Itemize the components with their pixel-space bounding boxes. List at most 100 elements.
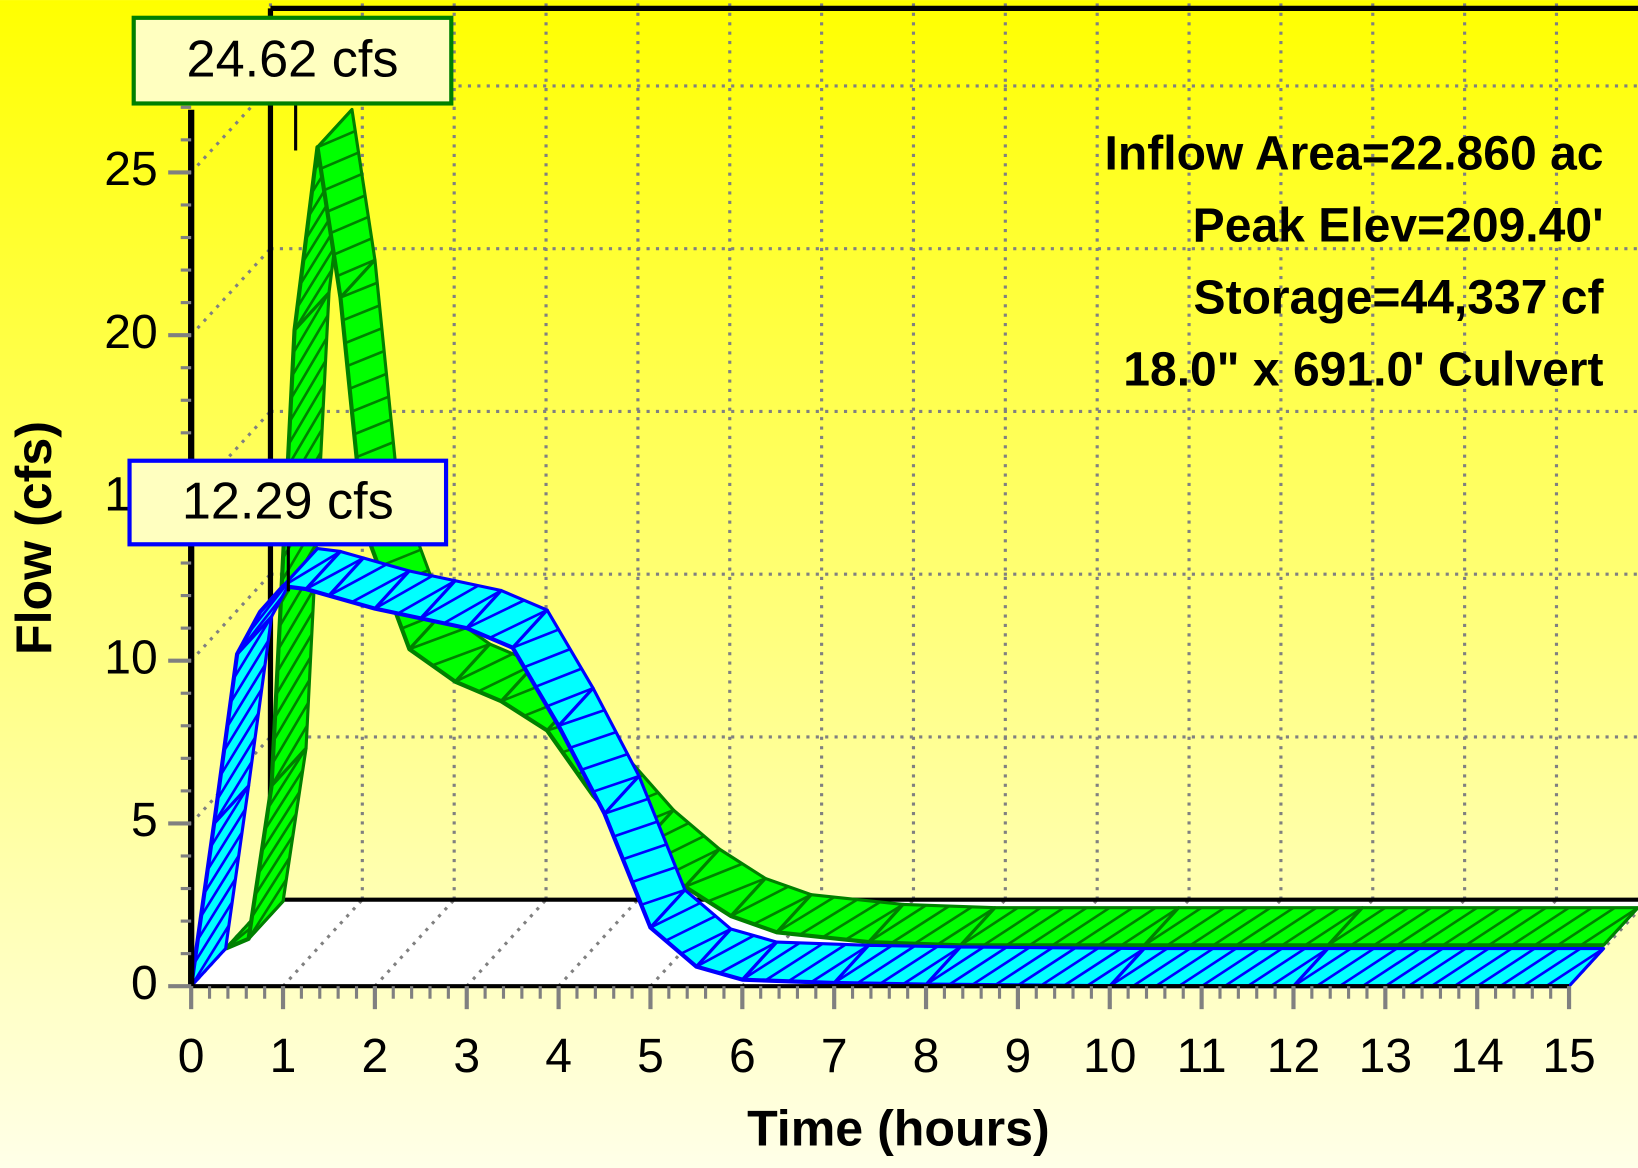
ribbon-hatch [1533, 906, 1593, 947]
ribbon-hatch [282, 550, 342, 588]
ribbon-hatch [546, 686, 594, 708]
ribbon-hatch [219, 712, 260, 776]
ribbon-hatch [213, 760, 254, 825]
x-tick-label: 12 [1267, 1030, 1320, 1083]
info-text: Storage=44,337 cf [1194, 272, 1605, 325]
grid-line [373, 898, 456, 988]
y-tick-label: 10 [104, 631, 157, 684]
grid-line [557, 898, 640, 988]
ribbon-hatch [257, 813, 298, 874]
ribbon-hatch [1235, 906, 1295, 947]
ribbon-hatch [741, 941, 801, 981]
ribbon-hatch [454, 652, 514, 683]
x-tick-label: 6 [729, 1030, 756, 1083]
ribbon-hatch [326, 194, 366, 213]
ribbon-hatch [845, 903, 904, 941]
info-text: Peak Elev=209.40' [1193, 200, 1604, 253]
x-tick-label: 4 [545, 1030, 572, 1083]
ribbon-hatch [342, 304, 381, 322]
ribbon-hatch [351, 569, 410, 604]
ribbon-hatch [1223, 947, 1283, 988]
ribbon-hatch [1109, 947, 1168, 988]
ribbon-hatch [718, 940, 778, 975]
ribbon-hatch [272, 679, 311, 741]
info-text: 18.0" x 691.0' Culvert [1123, 344, 1603, 397]
ribbon-hatch [273, 656, 312, 719]
ribbon-hatch [443, 589, 502, 625]
ribbon-hatch [1304, 906, 1364, 947]
ribbon-hatch [1419, 906, 1478, 947]
ribbon-hatch [431, 642, 491, 667]
ribbon-hatch [613, 820, 658, 838]
grid-line [281, 898, 364, 988]
ribbon-hatch [286, 405, 325, 468]
ribbon-hatch [890, 904, 950, 944]
ribbon-hatch [1143, 906, 1203, 947]
ribbon-hatch [1407, 947, 1467, 988]
x-tick-label: 7 [821, 1030, 848, 1083]
annotation-text: 24.62 cfs [187, 31, 399, 89]
ribbon-hatch [1292, 947, 1352, 988]
x-tick-label: 9 [1005, 1030, 1032, 1083]
grid-line [465, 898, 548, 988]
ribbon-hatch [684, 862, 743, 888]
ribbon-hatch [196, 878, 237, 941]
ribbon-hatch [229, 640, 270, 704]
ribbon-hatch [1373, 906, 1433, 947]
series-line [224, 145, 1604, 951]
ribbon-hatch [1177, 947, 1237, 988]
ribbon-hatch [1338, 947, 1398, 988]
ribbon-hatch [489, 608, 548, 640]
ribbon-hatch [1487, 906, 1547, 947]
ribbon-hatch [296, 246, 336, 308]
ribbon-hatch [776, 896, 835, 934]
ribbon-hatch [1189, 906, 1249, 947]
ribbon-hatch [203, 831, 244, 894]
y-axis-title: Flow (cfs) [6, 421, 62, 655]
ribbon-hatch [1327, 906, 1387, 947]
ribbon-hatch [353, 418, 392, 436]
ribbon-hatch [604, 797, 649, 815]
ribbon-hatch [764, 942, 824, 982]
ribbon-hatch [1430, 947, 1490, 988]
ribbon-hatch [254, 834, 295, 896]
ribbon-hatch [328, 563, 388, 597]
ribbon-hatch [902, 945, 962, 986]
ribbon-hatch [1384, 947, 1444, 988]
ribbon-hatch [330, 215, 369, 235]
ribbon-hatch [1556, 906, 1616, 947]
ribbon-hatch [799, 898, 858, 936]
ribbon-hatch [408, 626, 468, 651]
ribbon-hatch [1051, 906, 1111, 947]
ribbon-hatch [523, 647, 571, 669]
ribbon-hatch [351, 395, 390, 413]
ribbon-hatch [271, 701, 310, 764]
ribbon-hatch [305, 556, 365, 591]
ribbon-hatch [346, 349, 385, 368]
ribbon-hatch [1166, 906, 1226, 947]
x-tick-label: 1 [270, 1030, 297, 1083]
ribbon-hatch [1545, 947, 1605, 988]
ribbon-hatch [1017, 946, 1077, 987]
ribbon-hatch [349, 372, 387, 390]
x-tick-label: 15 [1542, 1030, 1595, 1083]
ribbon-hatch [1465, 906, 1524, 947]
x-tick-label: 13 [1359, 1030, 1412, 1083]
grid-line [190, 247, 272, 337]
ribbon-hatch [753, 893, 812, 926]
ribbon-hatch [466, 599, 525, 630]
ribbon-hatch [276, 610, 315, 673]
x-tick-label: 3 [453, 1030, 480, 1083]
ribbon-hatch [1028, 906, 1088, 947]
x-axis-title: Time (hours) [747, 1101, 1050, 1157]
ribbon-hatch [1074, 906, 1134, 947]
ribbon-hatch [1476, 947, 1536, 988]
x-tick-label: 5 [637, 1030, 664, 1083]
ribbon-hatch [535, 667, 583, 688]
ribbon-hatch [581, 752, 628, 771]
ribbon-hatch [216, 736, 257, 800]
ribbon-hatch [730, 885, 789, 918]
ribbon-hatch [316, 129, 356, 149]
ribbon-hatch [1281, 906, 1341, 947]
ribbon-hatch [833, 944, 893, 985]
